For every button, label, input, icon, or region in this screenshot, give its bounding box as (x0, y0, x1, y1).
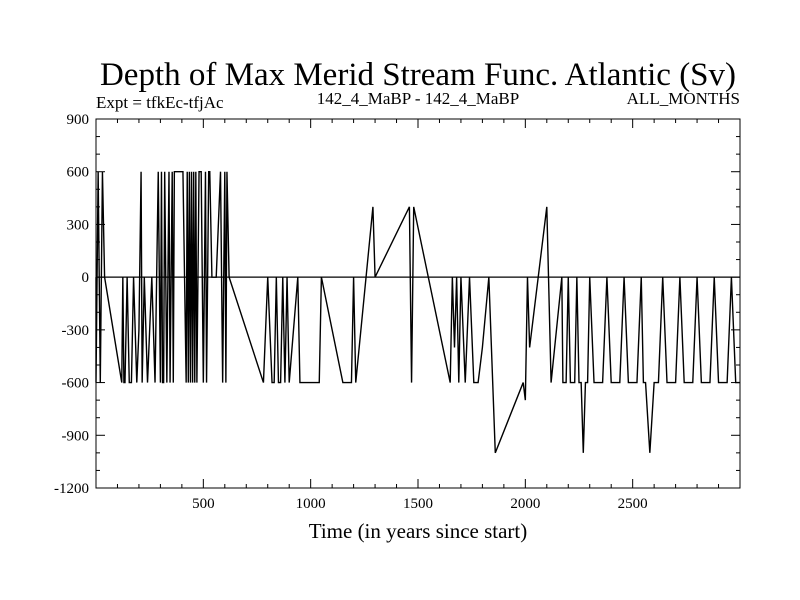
subtitle-center: 142_4_MaBP - 142_4_MaBP (317, 89, 519, 108)
y-tick-label: -300 (62, 323, 90, 339)
y-tick-label: 900 (67, 112, 90, 128)
series-line-0 (95, 171, 740, 454)
chart-title: Depth of Max Merid Stream Func. Atlantic… (100, 57, 736, 93)
subtitle-left: Expt = tfkEc-tfjAc (96, 93, 224, 112)
y-tick-label: 600 (67, 165, 90, 181)
y-tick-label: -600 (62, 376, 90, 392)
x-axis-label: Time (in years since start) (309, 519, 528, 543)
subtitle-right: ALL_MONTHS (627, 89, 740, 108)
x-tick-label: 1500 (403, 496, 433, 512)
x-tick-label: 2000 (510, 496, 540, 512)
y-tick-label: -900 (62, 428, 90, 444)
x-tick-label: 2500 (618, 496, 648, 512)
axes: 500 1000 1500 2000 2500 900 600 300 0 -300 -600 -90… (54, 112, 741, 512)
y-tick-label: 0 (82, 270, 90, 286)
x-tick-label: 500 (192, 496, 215, 512)
x-tick-label: 1000 (296, 496, 326, 512)
plot-area (95, 171, 740, 454)
y-tick-label: 300 (67, 217, 90, 233)
y-tick-label: -1200 (54, 481, 89, 497)
